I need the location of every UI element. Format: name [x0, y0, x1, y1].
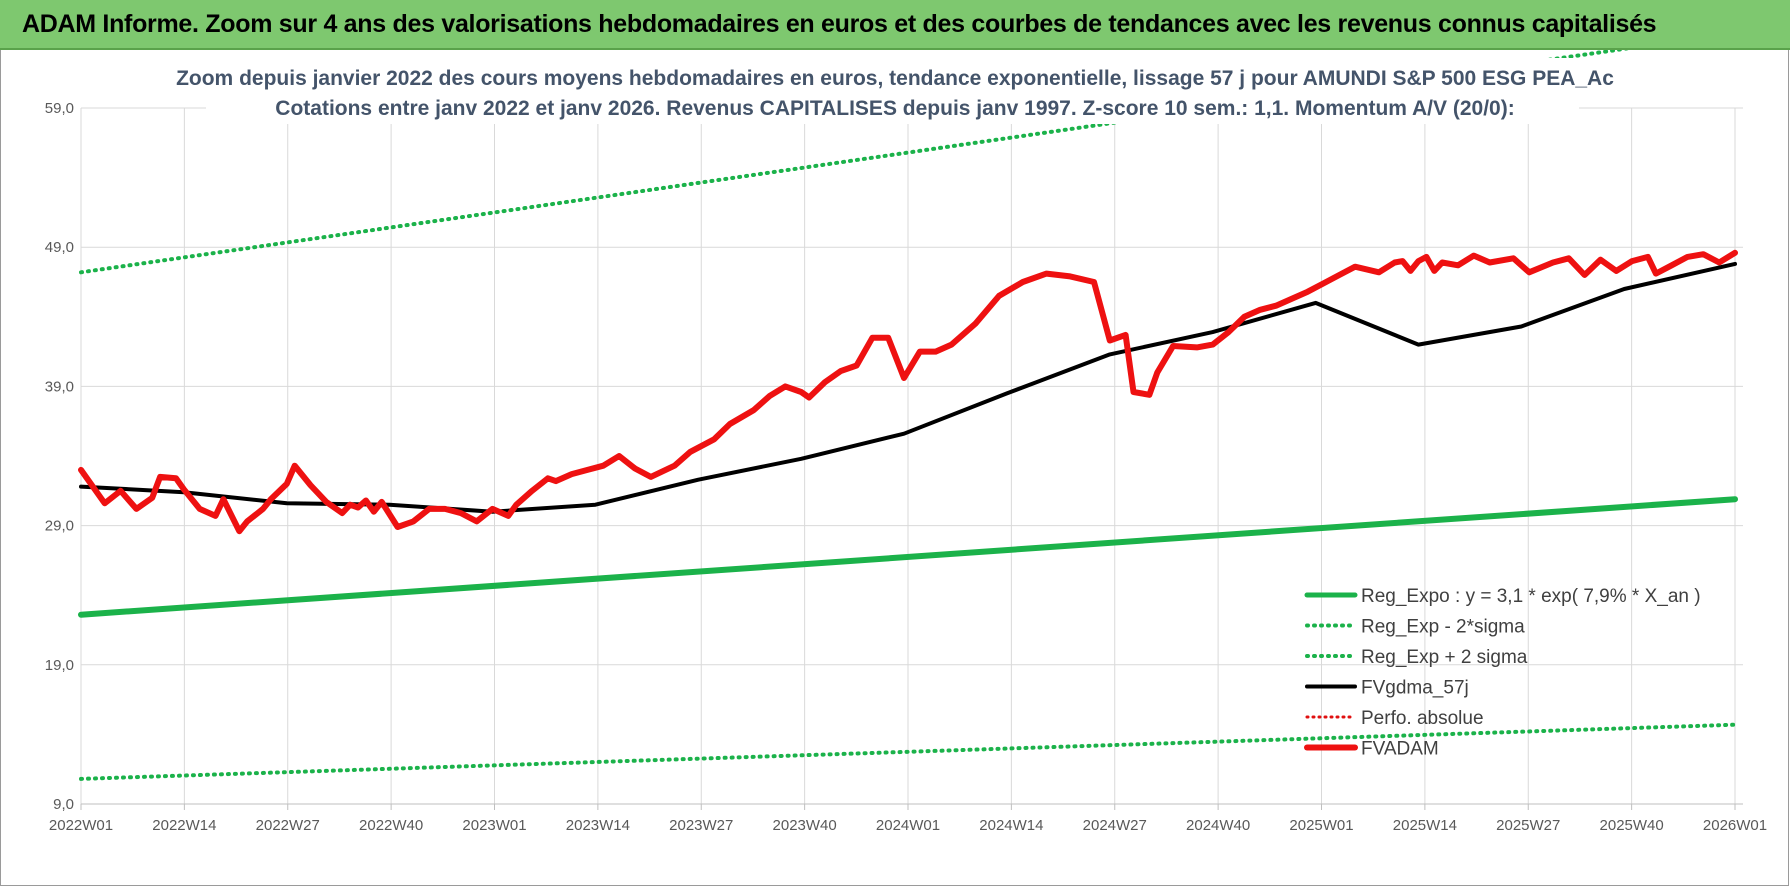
legend-fvgdma: FVgdma_57j: [1305, 678, 1469, 699]
legend-perfo-absolue: Perfo. absolue: [1305, 708, 1484, 729]
x-tick-label: 2022W40: [359, 817, 423, 834]
x-tick-label: 2022W01: [49, 817, 113, 834]
legend-label: Perfo. absolue: [1361, 708, 1484, 729]
x-tick-label: 2025W40: [1600, 817, 1664, 834]
reg-expo-line: [78, 496, 1738, 618]
x-tick-label: 2023W01: [462, 817, 526, 834]
legend-reg-exp-plus-2sigma: Reg_Exp + 2 sigma: [1305, 647, 1528, 668]
x-tick-label: 2025W27: [1496, 817, 1560, 834]
y-tick-label: 59,0: [45, 100, 74, 117]
x-tick-label: 2022W14: [152, 817, 216, 834]
x-tick-label: 2026W01: [1703, 817, 1767, 834]
chart: Zoom depuis janvier 2022 des cours moyen…: [45, 50, 1767, 834]
x-tick-label: 2023W14: [566, 817, 630, 834]
chart-frame: Zoom depuis janvier 2022 des cours moyen…: [0, 50, 1789, 886]
x-tick-label: 2022W27: [256, 817, 320, 834]
x-tick-label: 2024W27: [1083, 817, 1147, 834]
x-tick-label: 2023W40: [773, 817, 837, 834]
legend-fvadam: FVADAM: [1304, 739, 1439, 760]
y-tick-label: 29,0: [45, 518, 74, 535]
x-axis: 2022W01 2022W14 2022W27 2022W40 2023W01 2023W…: [49, 817, 1767, 834]
chart-title-line-2: Cotations entre janv 2022 et janv 2026. …: [275, 97, 1514, 120]
legend-reg-exp-minus-2sigma: Reg_Exp - 2*sigma: [1305, 617, 1525, 638]
chart-title-line-1: Zoom depuis janvier 2022 des cours moyen…: [176, 67, 1614, 90]
fvadam-line: [78, 249, 1738, 535]
x-tick-label: 2024W01: [876, 817, 940, 834]
chart-title: Zoom depuis janvier 2022 des cours moyen…: [176, 58, 1614, 124]
legend-label: FVADAM: [1361, 739, 1439, 760]
y-tick-label: 9,0: [53, 796, 74, 813]
x-tick-label: 2025W14: [1393, 817, 1457, 834]
legend-label: FVgdma_57j: [1361, 678, 1469, 699]
legend-reg-expo: Reg_Expo : y = 3,1 * exp( 7,9% * X_an ): [1304, 586, 1701, 607]
y-tick-label: 39,0: [45, 378, 74, 395]
grid: [80, 107, 1743, 810]
y-axis: 9,0 19,0 29,0 39,0 49,0 59,0: [45, 100, 74, 813]
legend: Reg_Expo : y = 3,1 * exp( 7,9% * X_an ) R…: [1304, 586, 1701, 760]
legend-label: Reg_Exp - 2*sigma: [1361, 617, 1525, 638]
x-tick-label: 2024W40: [1186, 817, 1250, 834]
legend-label: Reg_Expo : y = 3,1 * exp( 7,9% * X_an ): [1361, 586, 1701, 607]
plot-area: [78, 50, 1738, 781]
y-tick-label: 19,0: [45, 657, 74, 674]
chart-title-background: [206, 58, 1579, 124]
legend-label: Reg_Exp + 2 sigma: [1361, 647, 1528, 668]
y-tick-label: 49,0: [45, 239, 74, 256]
reg-exp-minus-2sigma-line: [79, 722, 1737, 781]
x-tick-label: 2023W27: [669, 817, 733, 834]
report-title: ADAM Informe. Zoom sur 4 ans des valoris…: [22, 10, 1657, 38]
header-banner: ADAM Informe. Zoom sur 4 ans des valoris…: [0, 0, 1790, 50]
x-tick-label: 2025W01: [1289, 817, 1353, 834]
x-tick-label: 2024W14: [979, 817, 1043, 834]
